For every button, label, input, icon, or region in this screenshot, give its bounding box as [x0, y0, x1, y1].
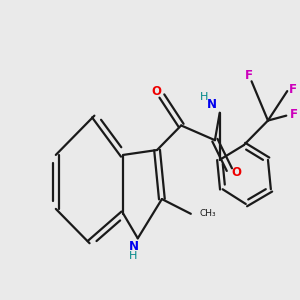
- Text: F: F: [245, 69, 253, 82]
- Text: H: H: [200, 92, 208, 102]
- Text: CH₃: CH₃: [200, 209, 216, 218]
- Text: F: F: [289, 83, 297, 96]
- Text: N: N: [207, 98, 217, 111]
- Text: N: N: [128, 240, 138, 253]
- Text: F: F: [290, 108, 298, 121]
- Text: H: H: [129, 251, 138, 261]
- Text: O: O: [232, 166, 242, 179]
- Text: O: O: [151, 85, 161, 98]
